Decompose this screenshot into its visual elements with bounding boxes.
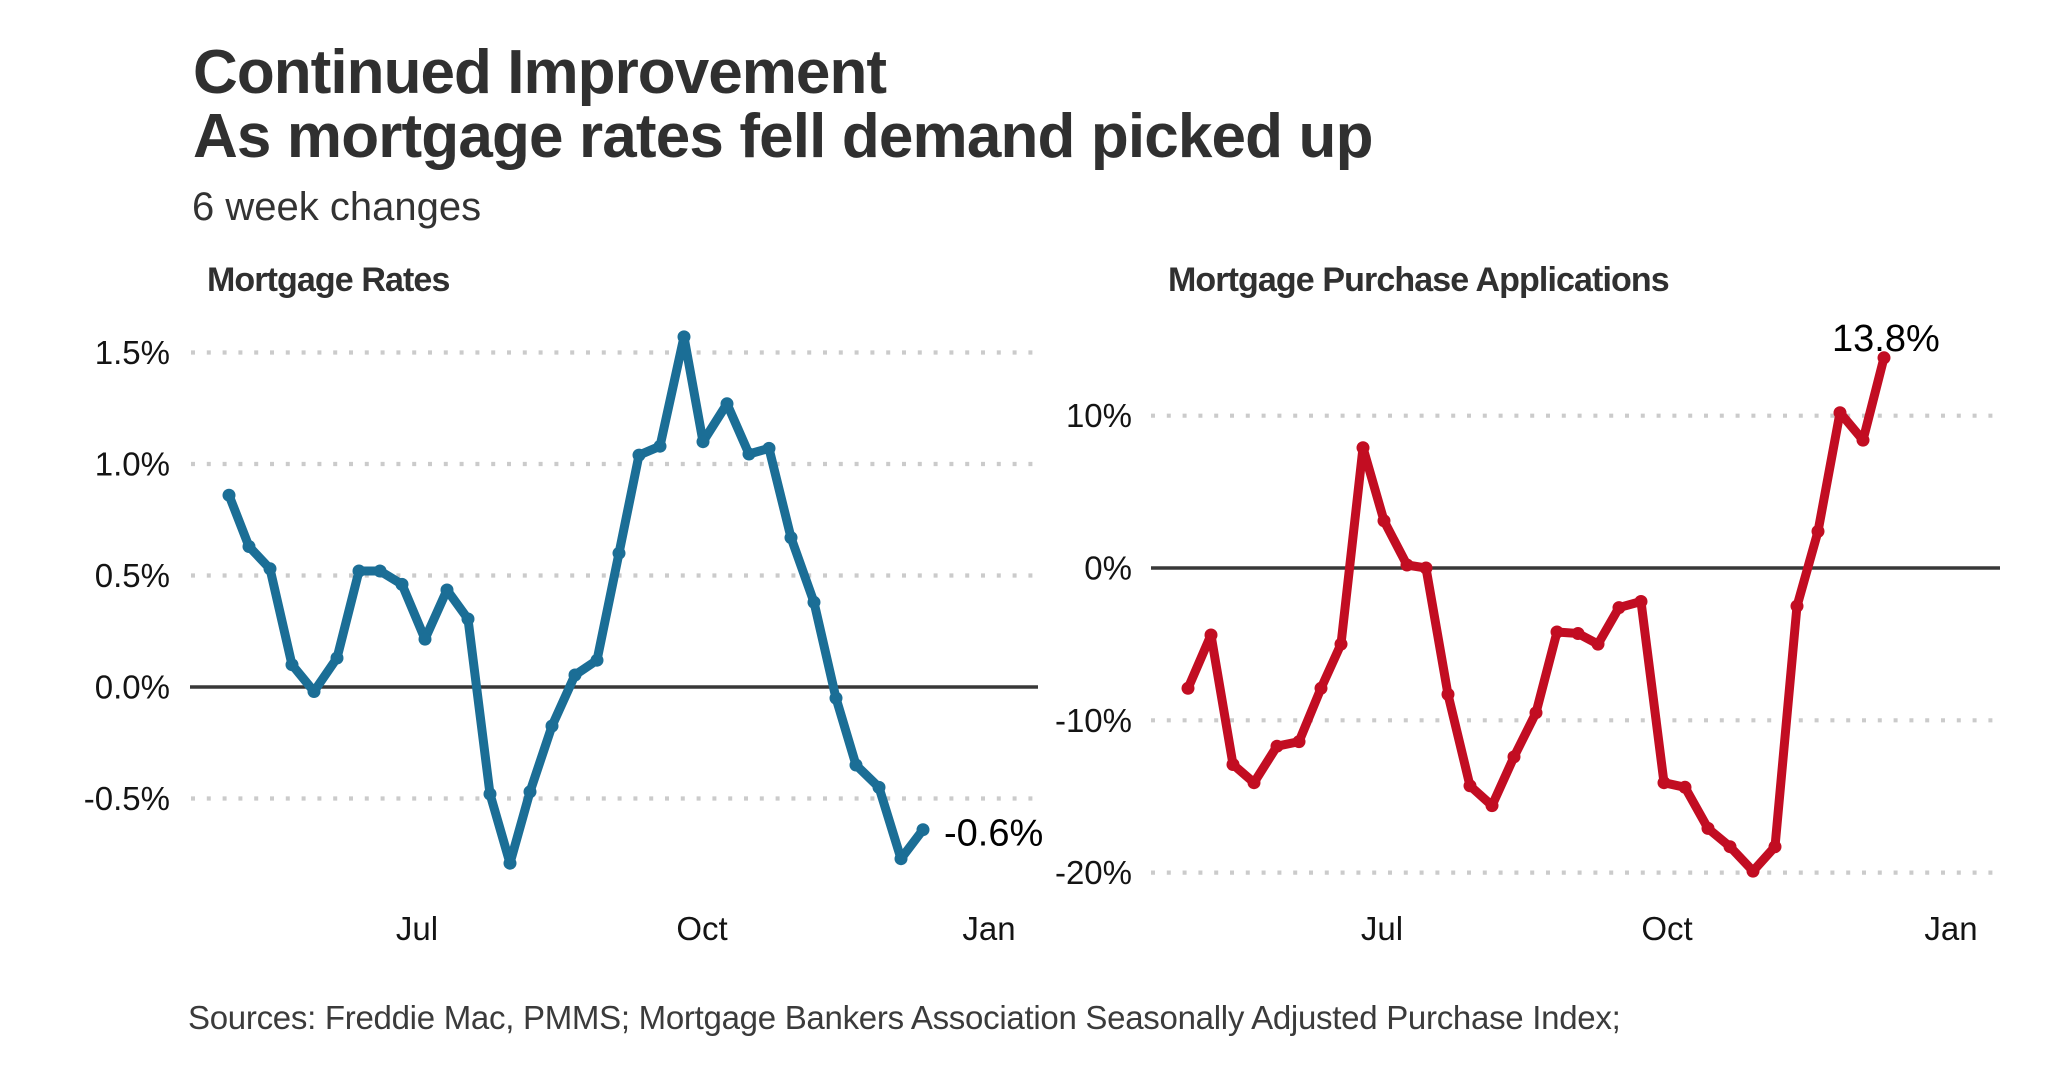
svg-text:0.5%: 0.5% — [95, 557, 170, 594]
svg-text:1.5%: 1.5% — [95, 334, 170, 371]
svg-text:13.8%: 13.8% — [1832, 318, 1940, 360]
svg-text:Continued Improvement: Continued Improvement — [193, 38, 886, 107]
svg-text:-10%: -10% — [1055, 702, 1132, 739]
svg-text:Jul: Jul — [1361, 910, 1403, 947]
svg-text:Jan: Jan — [962, 910, 1015, 947]
svg-text:0%: 0% — [1084, 550, 1132, 587]
svg-text:Mortgage Rates: Mortgage Rates — [207, 261, 449, 299]
svg-text:Oct: Oct — [676, 910, 727, 947]
svg-text:-20%: -20% — [1055, 854, 1132, 891]
svg-text:-0.5%: -0.5% — [84, 780, 170, 817]
svg-text:Jul: Jul — [396, 910, 438, 947]
svg-text:1.0%: 1.0% — [95, 446, 170, 483]
svg-text:0.0%: 0.0% — [95, 669, 170, 706]
svg-text:-0.6%: -0.6% — [944, 813, 1043, 855]
svg-text:Sources: Freddie Mac, PMMS; Mo: Sources: Freddie Mac, PMMS; Mortgage Ban… — [188, 999, 1620, 1036]
svg-text:Mortgage Purchase Applications: Mortgage Purchase Applications — [1168, 261, 1669, 299]
svg-text:Oct: Oct — [1641, 910, 1692, 947]
svg-text:6 week changes: 6 week changes — [192, 185, 481, 229]
svg-text:10%: 10% — [1066, 397, 1132, 434]
svg-text:Jan: Jan — [1924, 910, 1977, 947]
svg-text:As mortgage rates fell demand: As mortgage rates fell demand picked up — [193, 102, 1373, 171]
